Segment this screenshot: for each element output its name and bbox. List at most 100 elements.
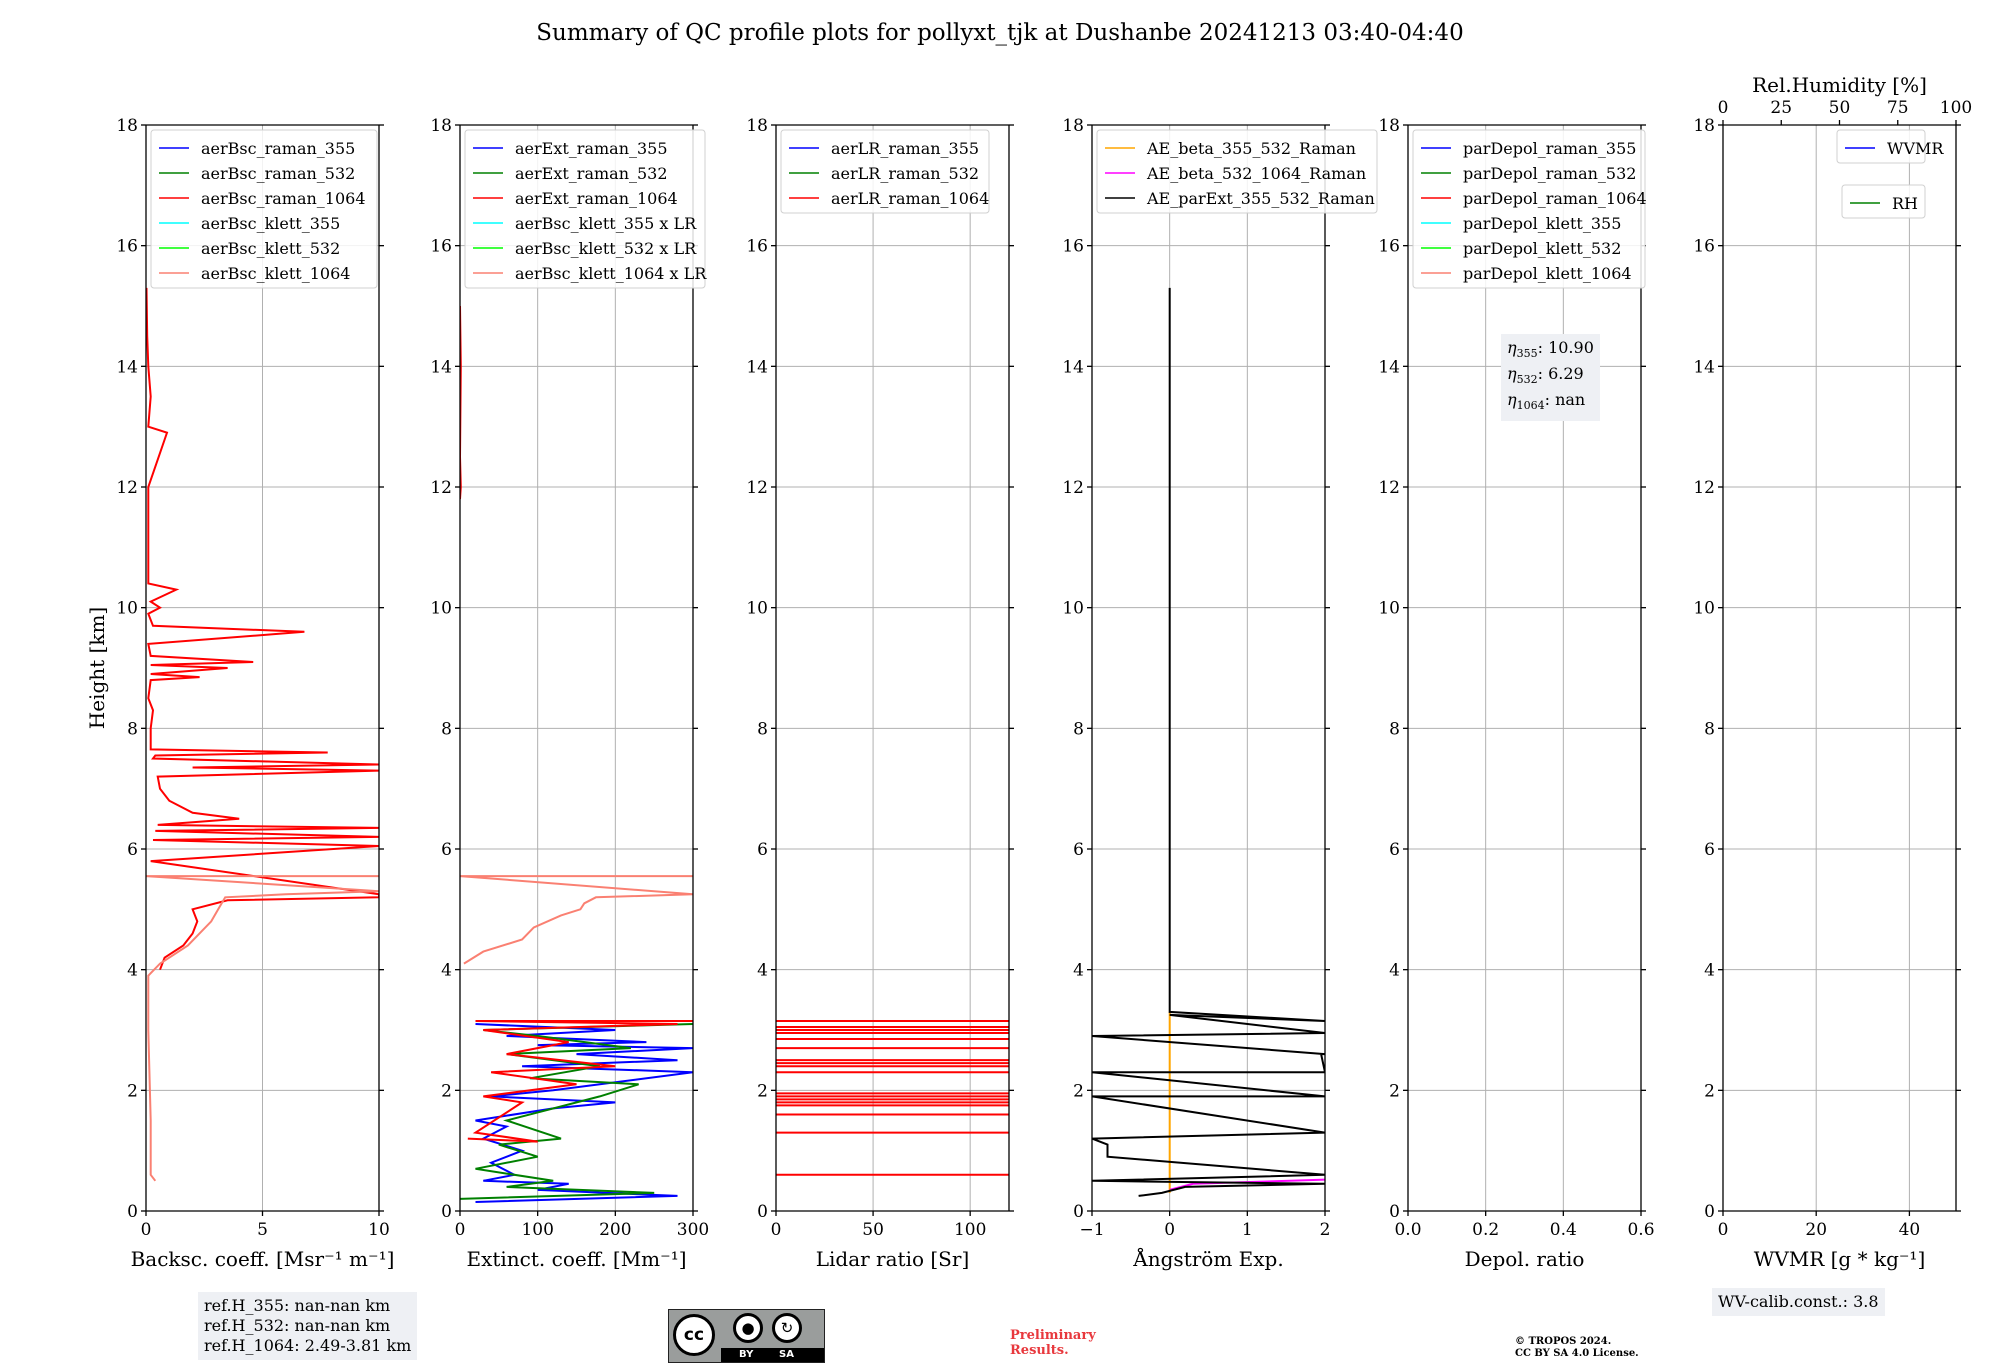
x-tick-label: 0 [455,1220,466,1240]
x-tick-label: 100 [954,1220,986,1240]
y-tick-label: 0 [127,1202,138,1222]
series-line-aerBsc_klett_1064 [146,875,379,1182]
legend-label: aerBsc_klett_355 [201,214,340,233]
y-tick-label: 10 [430,599,452,619]
y-tick-label: 18 [1693,116,1715,136]
data-group [146,287,379,1182]
cc-logo-icon: cc [673,1314,715,1356]
legend-label: aerLR_raman_1064 [831,189,989,208]
y-tick-label: 10 [1693,599,1715,619]
x-tick-label: 2 [1320,1220,1331,1240]
share-alike-icon: ↻ [772,1313,802,1343]
license-sa-label: SA [779,1349,794,1360]
x-tick-label: 300 [677,1220,709,1240]
x-tick-label: 20 [1805,1220,1827,1240]
y-tick-label: 0 [441,1202,452,1222]
y-tick-label: 6 [757,840,768,860]
ref-height-355: ref.H_355: nan-nan km [204,1296,391,1315]
y-tick-label: 16 [1693,237,1715,257]
series-line-aerBsc_klett_1064 x LR [460,875,693,965]
y-tick-label: 10 [1378,599,1400,619]
series-line-aerExt_raman_1064 [467,1020,693,1143]
x-tick-label: 5 [257,1220,268,1240]
legend-label: AE_beta_532_1064_Raman [1146,164,1366,183]
y-tick-label: 10 [746,599,768,619]
x-tick-label: 10 [368,1220,390,1240]
top-x-tick-label: 75 [1887,98,1909,118]
y-tick-label: 12 [430,478,452,498]
series-line-aerBsc_raman_1064 [146,287,379,971]
legend-label: aerBsc_klett_532 [201,239,340,258]
x-tick-label: 0 [141,1220,152,1240]
wv-calib-box: WV-calib.const.: 3.8 [1712,1288,1885,1316]
legend-label: aerBsc_raman_355 [201,139,355,158]
x-tick-label: 0 [1164,1220,1175,1240]
legend-label: aerLR_raman_355 [831,139,979,158]
reference-height-box: ref.H_355: nan-nan km ref.H_532: nan-nan… [198,1292,418,1360]
person-icon: ● [733,1313,763,1343]
legend-label: RH [1892,194,1918,213]
legend-label: aerExt_raman_532 [515,164,668,183]
y-tick-label: 14 [1062,357,1084,377]
legend-label: parDepol_klett_1064 [1463,264,1632,283]
y-tick-label: 8 [1073,719,1084,739]
y-tick-label: 0 [757,1202,768,1222]
copyright-line-2: CC BY SA 4.0 License. [1515,1348,1639,1359]
license-by-label: BY [739,1349,754,1360]
y-tick-label: 12 [1378,478,1400,498]
y-tick-label: 8 [127,719,138,739]
legend-label: aerExt_raman_1064 [515,189,678,208]
axes-bsc: 0 2 4 6 8 10 12 14 16 18 0 5 10 Backsc. coeff. [Msr⁻¹… [85,116,394,1271]
y-tick-label: 16 [1378,237,1400,257]
x-axis-label: Backsc. coeff. [Msr⁻¹ m⁻¹] [131,1247,395,1271]
legend-label: AE_parExt_355_532_Raman [1146,189,1375,208]
y-tick-label: 4 [757,961,768,981]
legend-frame [1836,129,1926,164]
y-tick-label: 14 [430,357,452,377]
legend-label: AE_beta_355_532_Raman [1146,139,1356,158]
legend-label: aerBsc_klett_355 x LR [515,214,697,233]
data-group [1092,287,1325,1197]
y-tick-label: 16 [116,237,138,257]
y-tick-label: 18 [1062,116,1084,136]
legend-label: WVMR [1887,139,1944,158]
legend-label: aerLR_raman_532 [831,164,979,183]
legend-label: aerExt_raman_355 [515,139,668,158]
y-tick-label: 2 [441,1081,452,1101]
y-tick-label: 2 [1073,1081,1084,1101]
x-tick-label: 0.2 [1472,1220,1499,1240]
axes-lr: 0 2 4 6 8 10 12 14 16 18 0 50 100 Lidar ratio [Sr] aer… [746,116,1014,1271]
top-x-tick-label: 100 [1940,98,1972,118]
data-group [460,305,693,1203]
y-tick-label: 8 [757,719,768,739]
legend-frame [1412,129,1646,289]
legend-label: aerBsc_klett_532 x LR [515,239,697,258]
y-tick-label: 2 [1704,1081,1715,1101]
y-tick-label: 18 [430,116,452,136]
legend-label: parDepol_raman_355 [1463,139,1636,158]
series-line-aerExt_raman_532 [460,1023,693,1200]
y-tick-label: 0 [1704,1202,1715,1222]
ref-height-1064: ref.H_1064: 2.49-3.81 km [204,1336,412,1355]
y-tick-label: 14 [1378,357,1400,377]
license-label-bar: BY SA [721,1348,824,1362]
y-tick-label: 8 [1704,719,1715,739]
y-tick-label: 6 [1073,840,1084,860]
y-tick-label: 2 [127,1081,138,1101]
y-tick-label: 4 [1704,961,1715,981]
preliminary-results-note: Preliminary Results. [1010,1328,1096,1358]
wv-calib-const: WV-calib.const.: 3.8 [1718,1292,1879,1311]
legend-label: aerBsc_raman_1064 [201,189,366,208]
top-x-axis-label: Rel.Humidity [%] [1752,73,1927,97]
y-tick-label: 4 [1073,961,1084,981]
eta-box: η355: 10.90 η532: 6.29 η1064: nan [1501,334,1600,421]
legend-label: parDepol_klett_355 [1463,214,1621,233]
y-tick-label: 14 [116,357,138,377]
copyright-line-1: © TROPOS 2024. [1515,1336,1612,1347]
x-tick-label: −1 [1079,1220,1104,1240]
eta-1064: η1064: nan [1507,390,1586,413]
eta-355: η355: 10.90 [1507,338,1594,361]
series-line-aerExt_raman_355 [475,1023,693,1203]
top-x-tick-label: 25 [1770,98,1792,118]
legend-2: RH [1841,184,1926,219]
